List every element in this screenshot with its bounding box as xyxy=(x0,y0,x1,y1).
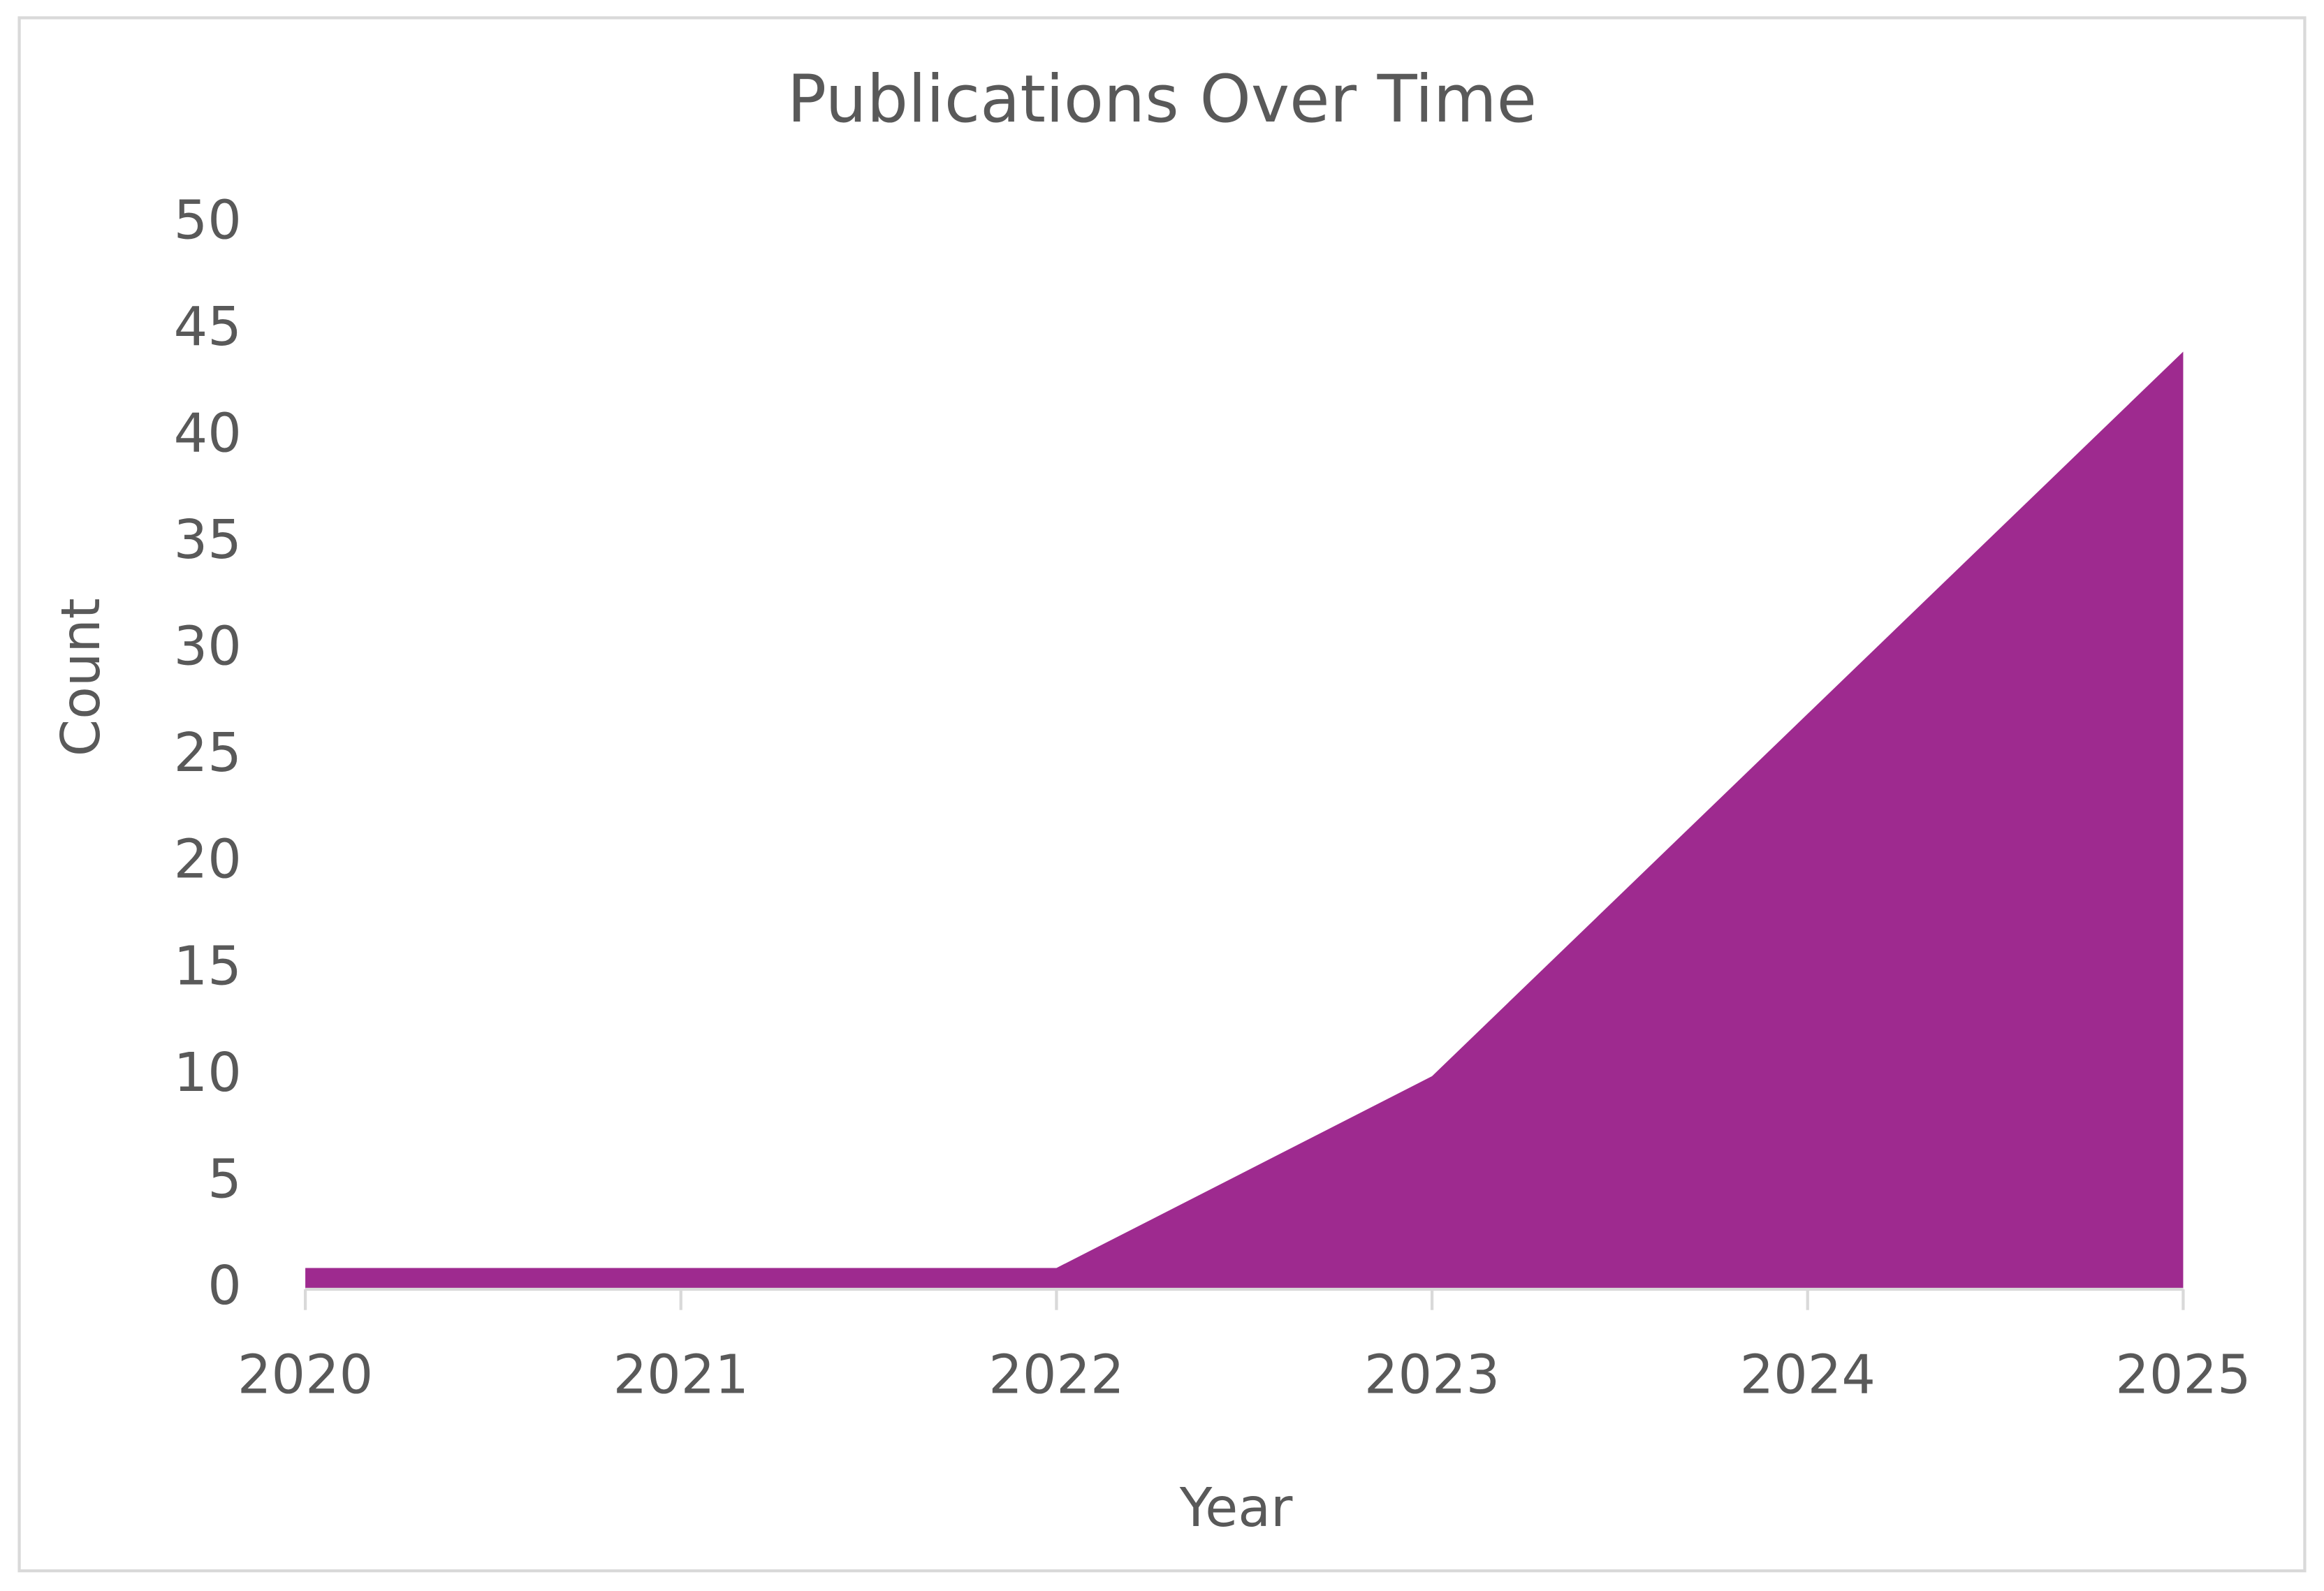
y-tick-label: 20 xyxy=(174,829,242,891)
area xyxy=(305,351,2184,1289)
x-tick-label: 2022 xyxy=(988,1344,1124,1406)
y-tick-label: 30 xyxy=(174,616,242,678)
y-tick-label: 45 xyxy=(174,296,242,358)
y-tick-label: 25 xyxy=(174,722,242,784)
chart-title: Publications Over Time xyxy=(787,61,1537,138)
y-tick-label: 5 xyxy=(207,1148,242,1210)
x-tick-label: 2023 xyxy=(1364,1344,1500,1406)
y-tick-label: 15 xyxy=(174,935,242,997)
x-tick-label: 2024 xyxy=(1740,1344,1876,1406)
x-axis-title: Year xyxy=(1179,1477,1293,1539)
y-tick-label: 50 xyxy=(174,189,242,251)
x-tick-label: 2025 xyxy=(2115,1344,2251,1406)
y-tick-label: 35 xyxy=(174,509,242,571)
y-tick-label: 40 xyxy=(174,403,242,465)
y-tick-label: 0 xyxy=(207,1255,242,1317)
y-axis-title: Count xyxy=(50,598,112,756)
x-tick-label: 2020 xyxy=(237,1344,373,1406)
x-tick-label: 2021 xyxy=(613,1344,749,1406)
y-tick-label: 10 xyxy=(174,1042,242,1104)
